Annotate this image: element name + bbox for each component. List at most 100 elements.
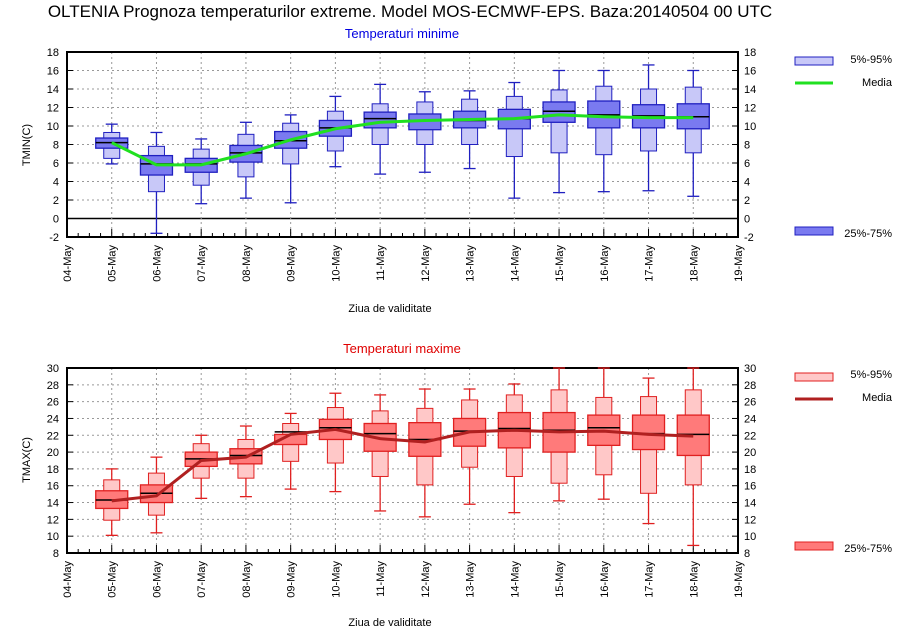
tmin-legend-outer-label: 5%-95% <box>850 54 892 66</box>
tmax-ytick-label: 14 <box>47 498 59 510</box>
tmin-ytick-label-right: 12 <box>744 103 756 115</box>
tmin-ytick-label-right: 10 <box>744 121 756 133</box>
tmax-ytick-label-right: 28 <box>744 380 756 392</box>
tmax-xtick-label: 12-May <box>420 561 432 598</box>
tmin-xtick-label: 06-May <box>151 245 163 282</box>
tmin-xtick-label: 07-May <box>196 245 208 282</box>
tmin-ytick-label-right: 6 <box>744 158 750 170</box>
tmax-ytick-label: 18 <box>47 464 59 476</box>
tmax-xtick-label: 19-May <box>733 561 745 598</box>
tmax-ytick-label-right: 14 <box>744 498 756 510</box>
tmax-xtick-label: 06-May <box>151 561 163 598</box>
tmax-ytick-label: 20 <box>47 447 59 459</box>
tmax-legend-inner-swatch <box>794 541 834 551</box>
tmax-legend-inner-label: 25%-75% <box>844 543 892 555</box>
tmin-xtick-label: 14-May <box>509 245 521 282</box>
tmin-ylabel: TMIN(C) <box>21 124 33 166</box>
tmax-xtick-label: 05-May <box>107 561 119 598</box>
tmax-legend-outer-label: 5%-95% <box>850 369 892 381</box>
tmin-panel: Temperaturi minime TMIN(C) Ziua de valid… <box>21 26 893 315</box>
tmax-xtick-label: 14-May <box>509 561 521 598</box>
tmax-xtick-label: 17-May <box>644 561 656 598</box>
tmin-ytick-label: 6 <box>53 158 59 170</box>
tmin-legend-inner-swatch <box>794 226 834 236</box>
tmin-xtick-label: 12-May <box>420 245 432 282</box>
tmin-ytick-label: 12 <box>47 103 59 115</box>
tmin-ytick-label: 4 <box>53 177 59 189</box>
tmax-ytick-label-right: 20 <box>744 447 756 459</box>
tmax-ytick-label-right: 30 <box>744 363 756 375</box>
tmax-ytick-label-right: 24 <box>744 413 756 425</box>
tmax-xtick-label: 04-May <box>62 561 74 598</box>
tmin-xtick-label: 05-May <box>107 245 119 282</box>
tmax-ytick-label-right: 16 <box>744 481 756 493</box>
tmax-ytick-label: 26 <box>47 397 59 409</box>
tmax-ytick-label-right: 10 <box>744 531 756 543</box>
tmax-ytick-label-right: 18 <box>744 464 756 476</box>
tmax-ytick-label-right: 22 <box>744 430 756 442</box>
tmin-title: Temperaturi minime <box>345 26 459 41</box>
tmin-ytick-label-right: -2 <box>744 232 754 244</box>
tmin-xtick-label: 09-May <box>286 245 298 282</box>
tmin-ytick-label-right: 4 <box>744 177 750 189</box>
tmax-ytick-label: 12 <box>47 514 59 526</box>
tmin-xtick-label: 08-May <box>241 245 253 282</box>
tmin-ytick-label-right: 8 <box>744 140 750 152</box>
tmin-xtick-label: 19-May <box>733 245 745 282</box>
tmin-ytick-label: -2 <box>49 232 59 244</box>
tmin-box-25-75 <box>542 101 576 123</box>
tmin-ytick-label-right: 14 <box>744 84 756 96</box>
tmax-xtick-label: 18-May <box>688 561 700 598</box>
tmin-ytick-label: 18 <box>47 47 59 59</box>
tmin-xlabel: Ziua de validitate <box>348 303 431 315</box>
tmax-legend-outer-swatch <box>794 372 834 382</box>
tmax-ytick-label-right: 8 <box>744 548 750 560</box>
tmin-xtick-label: 16-May <box>599 245 611 282</box>
tmin-legend-outer-swatch <box>794 56 834 66</box>
tmax-ytick-label-right: 26 <box>744 397 756 409</box>
tmax-ytick-label-right: 12 <box>744 514 756 526</box>
tmax-xtick-label: 16-May <box>599 561 611 598</box>
tmin-xtick-label: 10-May <box>330 245 342 282</box>
tmin-plot-frame <box>66 51 739 238</box>
tmax-ytick-label: 28 <box>47 380 59 392</box>
tmax-xtick-label: 09-May <box>286 561 298 598</box>
tmin-ytick-label-right: 0 <box>744 214 750 226</box>
tmax-xtick-label: 11-May <box>375 561 387 597</box>
tmax-xtick-label: 10-May <box>330 561 342 598</box>
tmax-xtick-label: 15-May <box>554 561 566 598</box>
tmin-ytick-label: 8 <box>53 140 59 152</box>
tmax-ytick-label: 30 <box>47 363 59 375</box>
tmin-xtick-label: 17-May <box>644 245 656 282</box>
tmin-ytick-label-right: 18 <box>744 47 756 59</box>
tmax-ytick-label: 10 <box>47 531 59 543</box>
tmin-xtick-label: 04-May <box>62 245 74 282</box>
tmin-ytick-label: 2 <box>53 195 59 207</box>
tmin-mean-line <box>111 113 694 167</box>
tmax-title: Temperaturi maxime <box>343 341 461 356</box>
tmax-xlabel: Ziua de validitate <box>348 617 431 629</box>
tmin-xtick-label: 11-May <box>375 245 387 281</box>
tmax-ytick-label: 8 <box>53 548 59 560</box>
tmax-mean-line <box>111 427 694 503</box>
tmax-xtick-label: 08-May <box>241 561 253 598</box>
tmin-ytick-label-right: 16 <box>744 66 756 78</box>
tmin-box-25-75 <box>363 111 397 129</box>
tmin-ytick-label: 14 <box>47 84 59 96</box>
tmax-xtick-label: 13-May <box>465 561 477 598</box>
tmin-xtick-label: 15-May <box>554 245 566 282</box>
tmin-ytick-label: 16 <box>47 66 59 78</box>
tmax-ytick-label: 22 <box>47 430 59 442</box>
tmin-ytick-label: 0 <box>53 214 59 226</box>
tmin-ytick-label: 10 <box>47 121 59 133</box>
tmax-xtick-label: 07-May <box>196 561 208 598</box>
tmin-legend-mean-label: Media <box>862 77 893 89</box>
tmax-ylabel: TMAX(C) <box>21 437 33 483</box>
tmin-ytick-label-right: 2 <box>744 195 750 207</box>
tmin-xtick-label: 18-May <box>688 245 700 282</box>
main-title: OLTENIA Prognoza temperaturilor extreme.… <box>48 2 772 21</box>
tmax-ytick-label: 16 <box>47 481 59 493</box>
tmax-legend-mean-label: Media <box>862 392 893 404</box>
tmin-legend-inner-label: 25%-75% <box>844 228 892 240</box>
